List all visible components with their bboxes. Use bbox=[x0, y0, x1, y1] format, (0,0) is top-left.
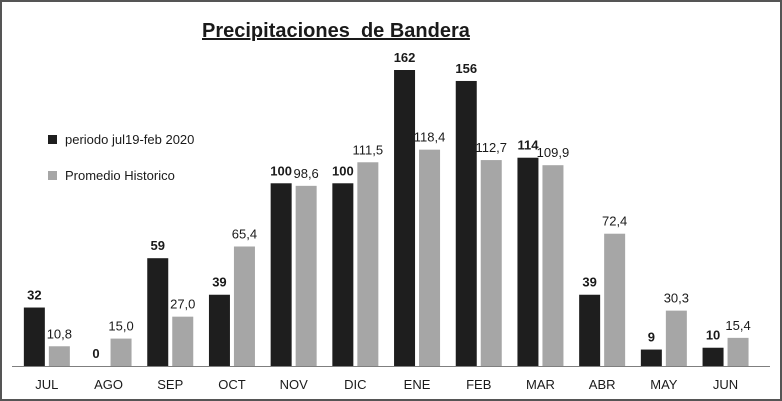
bar-series-2-abr bbox=[604, 233, 626, 366]
data-label-series-2-mar: 109,9 bbox=[537, 145, 570, 160]
data-label-series-1-oct: 39 bbox=[212, 275, 226, 290]
data-label-series-2-jul: 10,8 bbox=[47, 326, 72, 341]
x-tick-label-oct: OCT bbox=[218, 377, 246, 392]
data-label-series-1-nov: 100 bbox=[270, 163, 292, 178]
bar-series-1-mar bbox=[517, 157, 539, 366]
data-label-series-2-nov: 98,6 bbox=[293, 166, 318, 181]
data-label-series-2-sep: 27,0 bbox=[170, 297, 195, 312]
data-label-series-1-abr: 39 bbox=[582, 275, 596, 290]
bar-series-1-may bbox=[640, 349, 662, 366]
bar-series-2-jul bbox=[48, 346, 70, 366]
bar-series-1-ene bbox=[394, 70, 416, 366]
legend-label-series-1: periodo jul19-feb 2020 bbox=[65, 132, 195, 147]
data-label-series-2-may: 30,3 bbox=[664, 291, 689, 306]
legend-label-series-2: Promedio Historico bbox=[65, 168, 175, 183]
bar-series-2-ago bbox=[110, 338, 132, 366]
data-label-series-2-feb: 112,7 bbox=[475, 140, 507, 155]
data-label-series-1-jul: 32 bbox=[27, 288, 41, 303]
x-tick-label-nov: NOV bbox=[280, 377, 309, 392]
x-tick-label-abr: ABR bbox=[589, 377, 616, 392]
x-tick-label-ene: ENE bbox=[404, 377, 431, 392]
data-label-series-2-ago: 15,0 bbox=[108, 319, 133, 334]
data-label-series-1-sep: 59 bbox=[151, 238, 165, 253]
x-tick-label-jul: JUL bbox=[35, 377, 58, 392]
data-label-series-2-abr: 72,4 bbox=[602, 214, 627, 229]
legend-item-series-1: periodo jul19-feb 2020 bbox=[48, 132, 194, 147]
bar-series-2-ene bbox=[419, 149, 441, 366]
bar-series-1-dic bbox=[332, 183, 354, 366]
legend-swatch-series-2 bbox=[48, 171, 57, 180]
bar-series-1-jun bbox=[702, 347, 724, 366]
data-label-series-1-dic: 100 bbox=[332, 163, 354, 178]
bar-series-1-jul bbox=[23, 307, 45, 366]
bar-series-2-mar bbox=[542, 165, 564, 366]
data-label-series-2-oct: 65,4 bbox=[232, 227, 257, 242]
data-label-series-2-dic: 111,5 bbox=[353, 142, 384, 157]
bar-series-2-nov bbox=[295, 185, 317, 366]
bar-series-2-feb bbox=[480, 160, 502, 366]
x-tick-label-feb: FEB bbox=[466, 377, 491, 392]
legend-swatch-series-1 bbox=[48, 135, 57, 144]
bar-series-1-sep bbox=[147, 258, 169, 366]
data-label-series-1-may: 9 bbox=[648, 330, 655, 345]
bar-series-1-oct bbox=[208, 294, 230, 366]
bar-series-2-dic bbox=[357, 162, 379, 366]
x-tick-label-dic: DIC bbox=[344, 377, 366, 392]
legend-item-series-2: Promedio Historico bbox=[48, 168, 175, 183]
x-tick-label-may: MAY bbox=[650, 377, 678, 392]
x-tick-label-sep: SEP bbox=[157, 377, 183, 392]
data-label-series-2-jun: 15,4 bbox=[725, 318, 750, 333]
data-label-series-2-ene: 118,4 bbox=[414, 130, 446, 145]
data-label-series-1-ago: 0 bbox=[92, 346, 99, 361]
bar-series-1-feb bbox=[455, 80, 477, 367]
bar-series-2-may bbox=[665, 310, 687, 366]
bar-series-1-abr bbox=[579, 294, 601, 366]
chart-title: Precipitaciones de Bandera bbox=[202, 20, 470, 42]
x-tick-label-jun: JUN bbox=[713, 377, 738, 392]
data-label-series-1-mar: 114 bbox=[517, 138, 539, 153]
x-tick-label-ago: AGO bbox=[94, 377, 123, 392]
x-tick-label-mar: MAR bbox=[526, 377, 555, 392]
bar-series-2-jun bbox=[727, 337, 749, 366]
data-label-series-1-jun: 10 bbox=[706, 328, 720, 343]
bar-series-2-sep bbox=[172, 316, 194, 366]
data-label-series-1-feb: 156 bbox=[455, 61, 477, 76]
bar-series-1-nov bbox=[270, 183, 292, 366]
bar-series-2-oct bbox=[233, 246, 255, 366]
data-label-series-1-ene: 162 bbox=[394, 50, 416, 65]
